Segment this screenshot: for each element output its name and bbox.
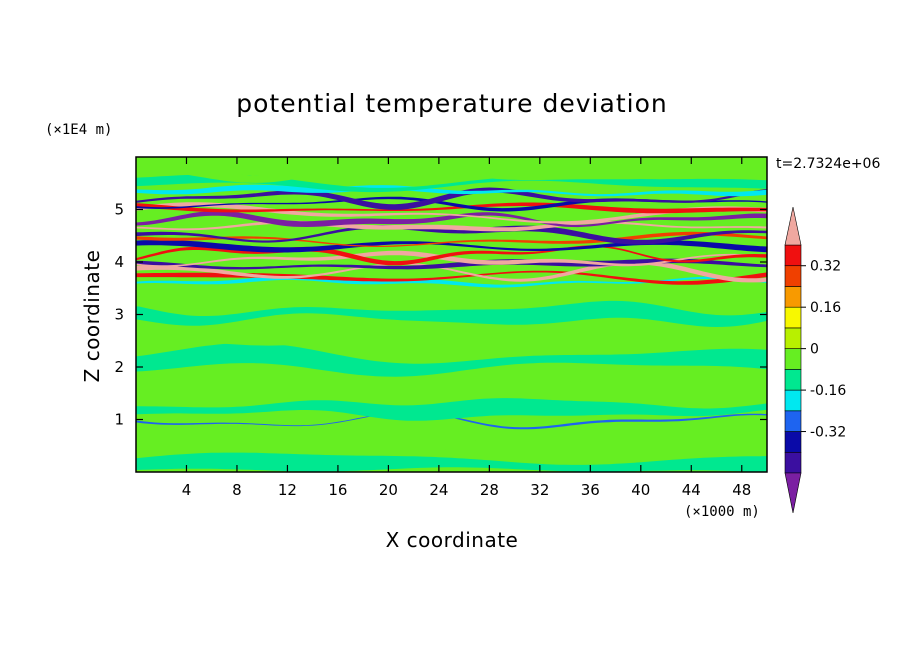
y-tick-label: 4 bbox=[114, 253, 124, 271]
field-band bbox=[136, 239, 767, 253]
x-axis-title: X coordinate bbox=[386, 528, 519, 552]
field-band bbox=[136, 210, 767, 228]
field-band bbox=[136, 202, 767, 214]
colorbar-box bbox=[784, 348, 802, 370]
y-unit-label: (×1E4 m) bbox=[45, 122, 112, 138]
colorbar-tick-label: 0.32 bbox=[810, 259, 841, 275]
x-tick-label: 12 bbox=[278, 481, 297, 499]
y-axis: 1 2 3 4 5 bbox=[114, 201, 767, 429]
colorbar-box bbox=[784, 306, 802, 329]
y-tick-label: 5 bbox=[114, 201, 124, 219]
x-tick-label: 40 bbox=[631, 481, 650, 499]
x-tick-label: 24 bbox=[429, 481, 448, 499]
field-band bbox=[136, 157, 767, 183]
field-band bbox=[136, 184, 767, 197]
colorbar-box bbox=[784, 451, 802, 474]
field-band bbox=[136, 452, 767, 472]
x-unit-label: (×1000 m) bbox=[684, 504, 760, 520]
field-band bbox=[136, 429, 767, 452]
heatmap-field bbox=[136, 157, 767, 472]
field-band bbox=[136, 300, 767, 327]
y-tick-label: 3 bbox=[114, 306, 124, 324]
field-band bbox=[136, 398, 767, 421]
colorbar-box bbox=[784, 410, 802, 432]
x-tick-label: 4 bbox=[182, 481, 192, 499]
y-tick-label: 1 bbox=[114, 411, 124, 429]
field-band bbox=[136, 258, 767, 270]
x-tick-label: 32 bbox=[530, 481, 549, 499]
field-band bbox=[136, 202, 767, 224]
x-tick-label: 28 bbox=[480, 481, 499, 499]
colorbar-box bbox=[784, 265, 802, 287]
colorbar-tick-label: -0.32 bbox=[810, 425, 846, 441]
colorbar-box bbox=[784, 327, 802, 349]
field-band bbox=[136, 225, 767, 245]
x-tick-label: 16 bbox=[328, 481, 347, 499]
field-band bbox=[136, 342, 767, 377]
colorbar-box bbox=[784, 389, 802, 412]
x-tick-label: 20 bbox=[379, 481, 398, 499]
chart-title: potential temperature deviation bbox=[236, 89, 667, 118]
field-band bbox=[136, 322, 767, 347]
x-tick-label: 44 bbox=[682, 481, 701, 499]
field-band bbox=[136, 411, 767, 430]
colorbar-box bbox=[784, 431, 802, 453]
colorbar-tick-label: 0 bbox=[810, 342, 819, 358]
x-tick-label: 48 bbox=[732, 481, 751, 499]
x-tick-label: 36 bbox=[581, 481, 600, 499]
field-band bbox=[136, 250, 767, 267]
y-axis-title: Z coordinate bbox=[80, 250, 104, 383]
colorbar-box bbox=[784, 369, 802, 391]
colorbar: 0.32 0.16 0 -0.16 -0.32 bbox=[784, 206, 846, 514]
time-label: t=2.7324e+06 bbox=[776, 156, 880, 172]
x-tick-label: 8 bbox=[232, 481, 242, 499]
y-tick-label: 2 bbox=[114, 358, 124, 376]
field-band bbox=[136, 270, 767, 285]
colorbar-min-triangle bbox=[784, 472, 802, 514]
x-axis: 4 8 12 16 20 24 28 32 36 40 44 48 bbox=[182, 157, 751, 499]
field-band bbox=[136, 368, 767, 394]
field-band bbox=[136, 281, 767, 307]
colorbar-box bbox=[784, 244, 802, 267]
colorbar-max-triangle bbox=[784, 206, 802, 246]
colorbar-tick-label: -0.16 bbox=[810, 383, 846, 399]
colorbar-box bbox=[784, 286, 802, 308]
colorbar-tick-label: 0.16 bbox=[810, 300, 841, 316]
field-band bbox=[136, 187, 767, 210]
